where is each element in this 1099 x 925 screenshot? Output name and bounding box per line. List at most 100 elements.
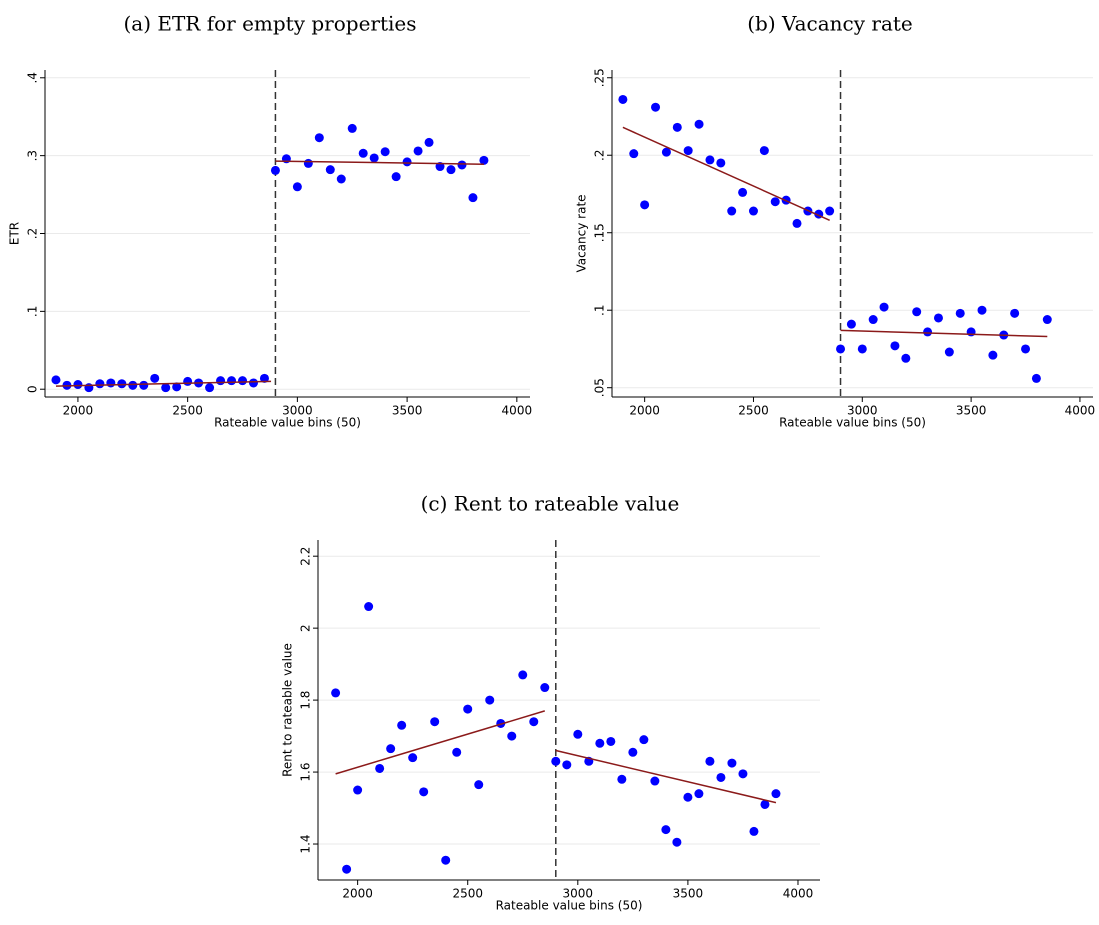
chart-title: (c) Rent to rateable value <box>421 492 680 516</box>
y-axis-label: Vacancy rate <box>575 194 589 272</box>
point <box>551 756 561 766</box>
point <box>468 193 478 203</box>
point <box>857 344 867 354</box>
point <box>463 704 473 714</box>
point <box>749 826 759 836</box>
point <box>683 792 693 802</box>
point <box>651 102 661 112</box>
point <box>617 774 627 784</box>
x-tick-label: 3000 <box>563 887 594 901</box>
point <box>792 218 802 228</box>
y-tick-label: .1 <box>26 306 40 317</box>
x-tick-label: 3000 <box>282 404 313 418</box>
point <box>727 206 737 216</box>
point <box>419 787 429 797</box>
point <box>529 717 539 727</box>
point <box>408 753 418 763</box>
point <box>248 378 258 388</box>
point <box>1031 373 1041 383</box>
point <box>353 785 363 795</box>
point <box>430 717 440 727</box>
point <box>150 373 160 383</box>
point <box>424 137 434 147</box>
y-tick-label: 1.6 <box>299 763 313 782</box>
point <box>890 341 900 351</box>
point <box>694 789 704 799</box>
point <box>172 382 182 392</box>
fit-line <box>622 126 830 222</box>
point <box>106 378 116 388</box>
x-tick-label: 4000 <box>502 404 533 418</box>
point <box>901 353 911 363</box>
y-tick-label: .1 <box>593 304 607 315</box>
y-axis-label: Rent to rateable value <box>281 643 295 777</box>
point <box>595 738 605 748</box>
point <box>507 731 517 741</box>
fit-line <box>555 749 777 804</box>
point <box>694 119 704 129</box>
point <box>760 799 770 809</box>
point <box>1010 308 1020 318</box>
fit-line <box>55 380 272 387</box>
point <box>413 146 423 156</box>
x-tick-label: 3000 <box>847 404 878 418</box>
point <box>139 380 149 390</box>
point <box>988 350 998 360</box>
y-tick-label: .2 <box>593 150 607 161</box>
y-tick-label: .2 <box>26 228 40 239</box>
point <box>716 158 726 168</box>
point <box>628 747 638 757</box>
x-axis-label: Rateable value bins (50) <box>214 416 361 430</box>
point <box>944 347 954 357</box>
x-axis-label: Rateable value bins (50) <box>779 416 926 430</box>
point <box>238 376 248 386</box>
point <box>705 155 715 165</box>
chart-title: (b) Vacancy rate <box>747 12 913 36</box>
point <box>325 165 335 175</box>
point <box>227 376 237 386</box>
y-tick-label: 2 <box>299 624 313 632</box>
fit-line <box>335 710 545 775</box>
point <box>672 122 682 132</box>
chart-title: (a) ETR for empty properties <box>123 12 416 36</box>
point <box>933 313 943 323</box>
point <box>347 123 357 133</box>
x-tick-label: 2000 <box>63 404 94 418</box>
point <box>661 147 671 157</box>
point <box>650 776 660 786</box>
y-tick-label: .4 <box>26 72 40 83</box>
point <box>661 825 671 835</box>
point <box>639 735 649 745</box>
point <box>397 720 407 730</box>
point <box>402 157 412 167</box>
x-tick-label: 3500 <box>392 404 423 418</box>
point <box>683 146 693 156</box>
point <box>485 695 495 705</box>
point <box>629 149 639 159</box>
x-tick-label: 2500 <box>172 404 203 418</box>
point <box>705 756 715 766</box>
point <box>770 197 780 207</box>
fit-line <box>840 329 1048 338</box>
x-tick-label: 4000 <box>1065 404 1096 418</box>
point <box>836 344 846 354</box>
point <box>51 375 61 385</box>
point <box>270 165 280 175</box>
point <box>391 172 401 182</box>
point <box>759 146 769 156</box>
point <box>912 307 922 317</box>
x-tick-label: 4000 <box>783 887 814 901</box>
point <box>748 206 758 216</box>
point <box>977 305 987 315</box>
point <box>879 302 889 312</box>
point <box>117 379 127 389</box>
point <box>375 763 385 773</box>
point <box>1042 315 1052 325</box>
point <box>336 174 346 184</box>
point <box>562 760 572 770</box>
point <box>518 670 528 680</box>
point <box>479 155 489 165</box>
point <box>205 383 215 393</box>
y-tick-label: 2.2 <box>299 547 313 566</box>
point <box>573 729 583 739</box>
